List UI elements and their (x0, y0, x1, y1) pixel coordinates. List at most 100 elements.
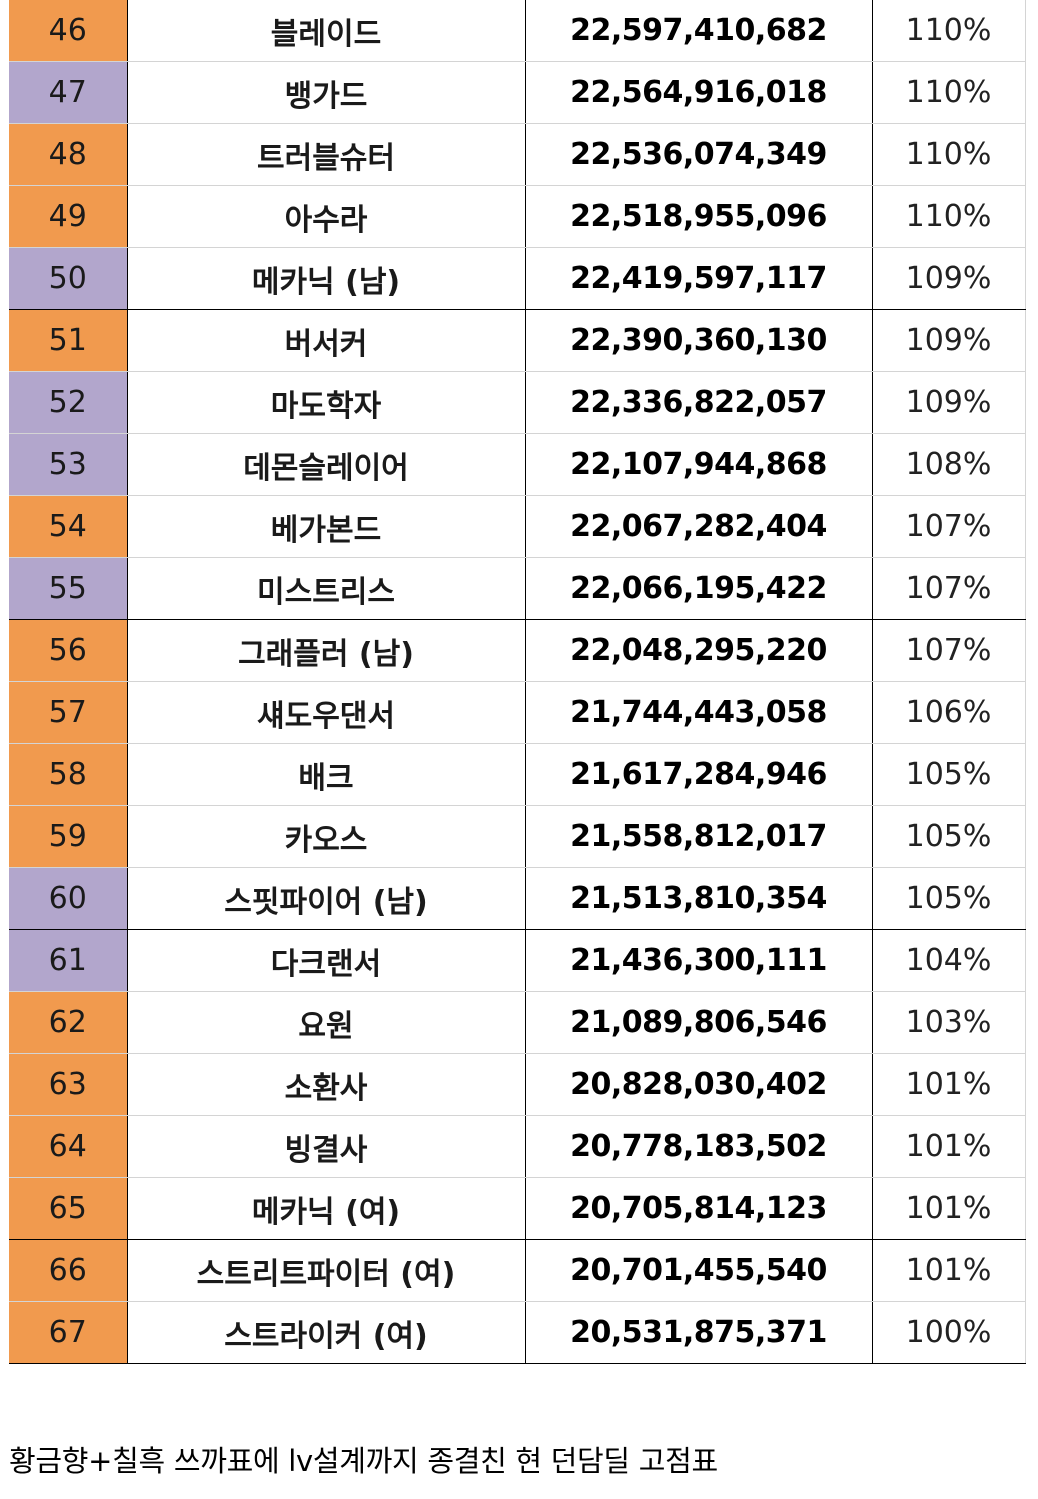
damage-cell: 20,778,183,502 (525, 1115, 873, 1178)
percent-cell: 105% (872, 743, 1026, 806)
percent-cell: 109% (872, 247, 1026, 310)
class-name-cell: 요원 (127, 991, 526, 1054)
damage-cell: 20,705,814,123 (525, 1177, 873, 1240)
percent-cell: 101% (872, 1177, 1026, 1240)
class-name-cell: 카오스 (127, 805, 526, 868)
table-row: 56 그래플러 (남) 22,048,295,220 107% (9, 619, 1026, 682)
rank-cell: 61 (9, 929, 128, 992)
table-row: 57 섀도우댄서 21,744,443,058 106% (9, 681, 1026, 744)
percent-cell: 105% (872, 805, 1026, 868)
percent-cell: 107% (872, 619, 1026, 682)
percent-cell: 101% (872, 1239, 1026, 1302)
damage-cell: 22,067,282,404 (525, 495, 873, 558)
percent-cell: 100% (872, 1301, 1026, 1364)
rank-cell: 64 (9, 1115, 128, 1178)
rank-cell: 53 (9, 433, 128, 496)
damage-cell: 22,564,916,018 (525, 61, 873, 124)
class-name-cell: 아수라 (127, 185, 526, 248)
percent-cell: 101% (872, 1115, 1026, 1178)
class-name-cell: 버서커 (127, 309, 526, 372)
class-name-cell: 메카닉 (남) (127, 247, 526, 310)
rank-cell: 46 (9, 0, 128, 62)
percent-cell: 107% (872, 495, 1026, 558)
damage-cell: 20,531,875,371 (525, 1301, 873, 1364)
rank-cell: 62 (9, 991, 128, 1054)
damage-cell: 20,828,030,402 (525, 1053, 873, 1116)
table-row: 55 미스트리스 22,066,195,422 107% (9, 557, 1026, 620)
percent-cell: 110% (872, 185, 1026, 248)
class-name-cell: 그래플러 (남) (127, 619, 526, 682)
damage-cell: 21,436,300,111 (525, 929, 873, 992)
percent-cell: 107% (872, 557, 1026, 620)
damage-cell: 21,513,810,354 (525, 867, 873, 930)
table-row: 65 메카닉 (여) 20,705,814,123 101% (9, 1177, 1026, 1240)
percent-cell: 104% (872, 929, 1026, 992)
rank-cell: 50 (9, 247, 128, 310)
percent-cell: 108% (872, 433, 1026, 496)
percent-cell: 105% (872, 867, 1026, 930)
table-row: 58 배크 21,617,284,946 105% (9, 743, 1026, 806)
damage-cell: 22,336,822,057 (525, 371, 873, 434)
damage-cell: 22,048,295,220 (525, 619, 873, 682)
class-name-cell: 마도학자 (127, 371, 526, 434)
damage-cell: 22,419,597,117 (525, 247, 873, 310)
ranking-table-container: 46 블레이드 22,597,410,682 110% 47 뱅가드 22,564,916… (9, 0, 1026, 1364)
class-name-cell: 다크랜서 (127, 929, 526, 992)
class-name-cell: 데몬슬레이어 (127, 433, 526, 496)
percent-cell: 110% (872, 0, 1026, 62)
rank-cell: 52 (9, 371, 128, 434)
percent-cell: 110% (872, 123, 1026, 186)
table-row: 63 소환사 20,828,030,402 101% (9, 1053, 1026, 1116)
rank-cell: 57 (9, 681, 128, 744)
rank-cell: 58 (9, 743, 128, 806)
table-row: 64 빙결사 20,778,183,502 101% (9, 1115, 1026, 1178)
class-name-cell: 섀도우댄서 (127, 681, 526, 744)
rank-cell: 47 (9, 61, 128, 124)
table-row: 62 요원 21,089,806,546 103% (9, 991, 1026, 1054)
damage-cell: 22,597,410,682 (525, 0, 873, 62)
percent-cell: 109% (872, 371, 1026, 434)
class-name-cell: 빙결사 (127, 1115, 526, 1178)
rank-cell: 51 (9, 309, 128, 372)
class-name-cell: 배크 (127, 743, 526, 806)
rank-cell: 56 (9, 619, 128, 682)
rank-cell: 48 (9, 123, 128, 186)
rank-cell: 59 (9, 805, 128, 868)
rank-cell: 60 (9, 867, 128, 930)
rank-cell: 55 (9, 557, 128, 620)
class-name-cell: 미스트리스 (127, 557, 526, 620)
class-name-cell: 트러블슈터 (127, 123, 526, 186)
class-name-cell: 스트리트파이터 (여) (127, 1239, 526, 1302)
damage-cell: 21,744,443,058 (525, 681, 873, 744)
class-name-cell: 스핏파이어 (남) (127, 867, 526, 930)
rank-cell: 66 (9, 1239, 128, 1302)
damage-cell: 21,089,806,546 (525, 991, 873, 1054)
percent-cell: 110% (872, 61, 1026, 124)
rank-cell: 63 (9, 1053, 128, 1116)
caption-text: 황금향+칠흑 쓰까표에 lv설계까지 종결친 현 던담딜 고점표 (9, 1444, 718, 1478)
percent-cell: 101% (872, 1053, 1026, 1116)
class-name-cell: 소환사 (127, 1053, 526, 1116)
table-row: 53 데몬슬레이어 22,107,944,868 108% (9, 433, 1026, 496)
class-name-cell: 블레이드 (127, 0, 526, 62)
class-name-cell: 메카닉 (여) (127, 1177, 526, 1240)
damage-cell: 22,066,195,422 (525, 557, 873, 620)
class-name-cell: 뱅가드 (127, 61, 526, 124)
percent-cell: 109% (872, 309, 1026, 372)
table-row: 54 베가본드 22,067,282,404 107% (9, 495, 1026, 558)
rank-cell: 49 (9, 185, 128, 248)
class-name-cell: 스트라이커 (여) (127, 1301, 526, 1364)
damage-cell: 21,558,812,017 (525, 805, 873, 868)
rank-cell: 67 (9, 1301, 128, 1364)
damage-cell: 22,107,944,868 (525, 433, 873, 496)
percent-cell: 103% (872, 991, 1026, 1054)
ranking-table-body: 46 블레이드 22,597,410,682 110% 47 뱅가드 22,564,916… (9, 0, 1026, 1364)
table-row: 49 아수라 22,518,955,096 110% (9, 185, 1026, 248)
table-row: 66 스트리트파이터 (여) 20,701,455,540 101% (9, 1239, 1026, 1302)
table-row: 51 버서커 22,390,360,130 109% (9, 309, 1026, 372)
rank-cell: 65 (9, 1177, 128, 1240)
table-row: 52 마도학자 22,336,822,057 109% (9, 371, 1026, 434)
damage-cell: 22,536,074,349 (525, 123, 873, 186)
rank-cell: 54 (9, 495, 128, 558)
table-row: 48 트러블슈터 22,536,074,349 110% (9, 123, 1026, 186)
